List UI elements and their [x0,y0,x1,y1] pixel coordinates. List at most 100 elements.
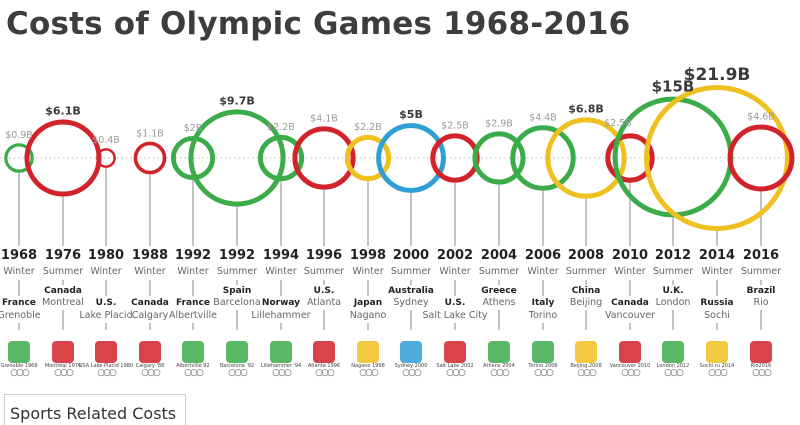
cost-bubble-1996-summer [292,126,356,190]
cost-bubble-2004-summer [472,131,526,185]
olympic-rings-icon: ○○○ [577,368,597,378]
city-label: Lake Placid [79,310,133,321]
cost-label: $4.4B [529,112,557,123]
olympic-rings-icon: ○○○ [664,368,684,378]
season-label: Winter [439,266,471,277]
olympic-logo-1980: USA Lake Placid 1980 ○○○ [79,332,133,378]
bubbles [4,85,795,231]
games-emblem-icon [575,341,597,363]
logo-caption: Montréal 1976 [44,363,82,369]
country-label: Canada [611,298,649,308]
country-label: France [176,298,210,308]
year-label: 1988 [131,248,169,263]
chart-title: Costs of Olympic Games 1968-2016 [6,6,631,42]
cost-labels: $0.9B $6.1B $0.4B $1.1B $2B $9.7B $2.2B $4.1B $2… [5,65,775,146]
games-emblem-icon [357,341,379,363]
country-label: Japan [353,298,383,308]
cost-label: $2B [184,123,203,134]
city-label: Beijing [569,297,603,308]
city-label: Calgary [131,310,169,321]
country-label: Spain [222,286,252,296]
games-emblem-icon [750,341,772,363]
games-emblem-icon [270,341,292,363]
country-label: Canada [44,286,82,296]
games-emblem-icon [444,341,466,363]
city-label: Montreal [42,297,84,308]
olympic-logo-1994: Lillehammer '94 ○○○ [261,332,301,378]
season-label: Summer [390,266,432,277]
logo-caption: Nagano 1998 [351,363,385,369]
city-label: Grenoble [0,310,41,321]
logo-caption: USA Lake Placid 1980 [78,363,134,369]
olympic-logo-2004: Athens 2004 ○○○ [479,332,519,378]
country-label: U.S. [95,298,117,308]
city-label: Albertville [168,310,218,321]
country-label: Russia [700,298,734,308]
city-label: Barcelona [213,297,261,308]
games-emblem-icon [400,341,422,363]
year-label: 1976 [44,248,82,263]
logo-caption: London 2012 [656,363,690,369]
olympic-logo-2010: Vancouver 2010 ○○○ [610,332,650,378]
cost-bubble-2014-winter [644,85,790,231]
games-emblem-icon [706,341,728,363]
country-label: France [2,298,36,308]
year-label: 1968 [0,248,38,263]
season-label: Winter [90,266,122,277]
city-label: Nagano [349,310,387,321]
olympic-rings-icon: ○○○ [752,368,772,378]
olympic-logo-2014: Sochi.ru 2014 ○○○ [697,332,737,378]
olympic-logo-2016: Rio2016 ○○○ [741,332,781,378]
year-label: 1992 [218,248,256,263]
city-label: Athens [482,297,516,308]
olympic-logo-1996: Atlanta 1996 ○○○ [304,332,344,378]
olympic-rings-icon: ○○○ [490,368,510,378]
season-label: Winter [3,266,35,277]
games-emblem-icon [619,341,641,363]
cost-label: $21.9B [684,65,751,85]
country-label: Australia [388,286,434,296]
logo-caption: Calgary '88 [135,363,165,369]
year-label: 2000 [392,248,430,263]
country-label: Italy [531,298,555,308]
year-label: 2004 [480,248,518,263]
cost-bubble-2016-summer [727,124,795,192]
cost-label: $5B [399,108,423,121]
stems [18,167,762,330]
season-label: Summer [216,266,258,277]
city-label: Vancouver [604,310,656,321]
year-label: 2016 [742,248,780,263]
cost-bubble-1968-winter [4,143,34,173]
city-label: Sydney [393,297,429,308]
season-label: Winter [352,266,384,277]
logo-caption: Torino 2006 [528,363,558,369]
country-label: U.K. [662,286,684,296]
logo-caption: Atlanta 1996 [307,363,341,369]
section-box [4,394,186,425]
city-label: Rio [753,297,769,308]
city-label: London [655,297,691,308]
country-label: Brazil [746,286,776,296]
logo-caption: Athens 2004 [483,363,515,369]
season-label: Summer [652,266,694,277]
cost-label: $9.7B [219,94,255,107]
cost-bubble-2000-summer [376,123,446,193]
cost-label: $2.5B [604,118,632,129]
games-emblem-icon [182,341,204,363]
season-label: Winter [265,266,297,277]
city-label: Sochi [704,310,730,321]
games-emblem-icon [52,341,74,363]
cost-label: $2.5B [441,120,469,131]
year-label: 1998 [349,248,387,263]
olympic-rings-icon: ○○○ [621,368,641,378]
season-label: Summer [303,266,345,277]
season-label: Winter [701,266,733,277]
olympic-logo-2008: Beijing 2008 ○○○ [566,332,606,378]
cost-label: $6.8B [568,102,604,115]
cost-label: $6.1B [45,104,81,117]
olympic-logo-2000: Sydney 2000 ○○○ [391,332,431,378]
olympic-rings-icon: ○○○ [315,368,335,378]
olympic-rings-icon: ○○○ [54,368,74,378]
city-label: Lillehammer [251,310,311,321]
